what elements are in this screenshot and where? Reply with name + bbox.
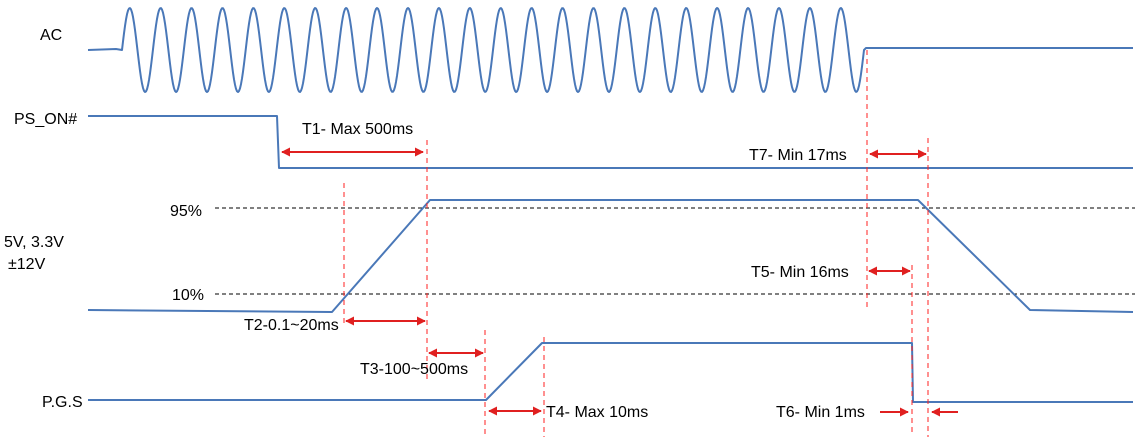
t4-label: T4- Max 10ms	[546, 404, 648, 421]
ac-waveform	[87, 7, 1133, 93]
t6-label: T6- Min 1ms	[776, 404, 865, 421]
threshold-95-label: 95%	[170, 203, 202, 220]
pgs-waveform	[88, 342, 1133, 403]
pgs-signal-label: P.G.S	[42, 394, 83, 411]
ac-signal-label: AC	[40, 27, 62, 44]
rail-signal-label-line1: 5V, 3.3V	[4, 234, 64, 251]
t7-label: T7- Min 17ms	[749, 147, 847, 164]
t3-label: T3-100~500ms	[360, 361, 468, 378]
ps-on-waveform	[88, 115, 1133, 169]
threshold-10-label: 10%	[172, 287, 204, 304]
rail-signal-label-line2: ±12V	[8, 256, 46, 273]
t1-label: T1- Max 500ms	[302, 121, 413, 138]
rail-voltage-waveform	[87, 199, 1134, 313]
t2-label: T2-0.1~20ms	[244, 317, 339, 334]
t5-label: T5- Min 16ms	[751, 264, 849, 281]
ps-on-signal-label: PS_ON#	[14, 111, 77, 128]
